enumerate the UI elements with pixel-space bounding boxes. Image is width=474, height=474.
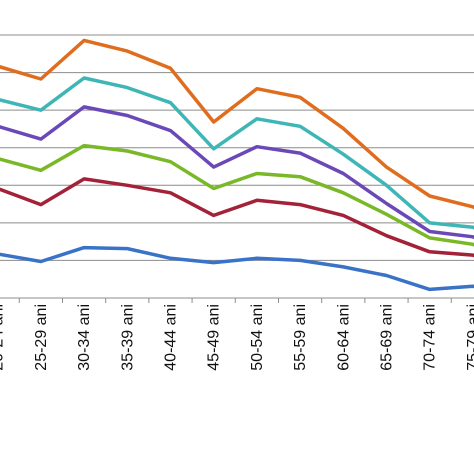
x-tick-label: 50-54 ani	[249, 304, 266, 371]
x-tick-label: 70-74 ani	[422, 304, 439, 371]
x-tick-label: 45-49 ani	[206, 304, 223, 371]
x-tick-label: 40-44 ani	[162, 304, 179, 371]
x-tick-label: 30-34 ani	[76, 304, 93, 371]
series-line-6	[0, 38, 474, 210]
series-lines	[0, 38, 474, 292]
x-tick-label: 20-24 ani	[0, 304, 7, 371]
x-tick-label: 25-29 ani	[33, 304, 50, 371]
series-line-1	[0, 245, 474, 292]
series-line-2	[0, 177, 474, 258]
x-axis-tick-labels: 25-29 ani 30-34 ani 35-39 ani 40-44 ani 45-4…	[0, 304, 474, 371]
x-tick-label: 60-64 ani	[335, 304, 352, 371]
x-tick-label: 75-79 ani	[465, 304, 474, 371]
x-tick-label: 65-69 ani	[378, 304, 395, 371]
x-tick-label: 55-59 ani	[292, 304, 309, 371]
series-line-5	[0, 76, 474, 230]
x-tick-label: 35-39 ani	[119, 304, 136, 371]
x-axis-ticks	[18, 298, 452, 303]
series-line-3	[0, 143, 474, 247]
series-line-4	[0, 105, 474, 240]
